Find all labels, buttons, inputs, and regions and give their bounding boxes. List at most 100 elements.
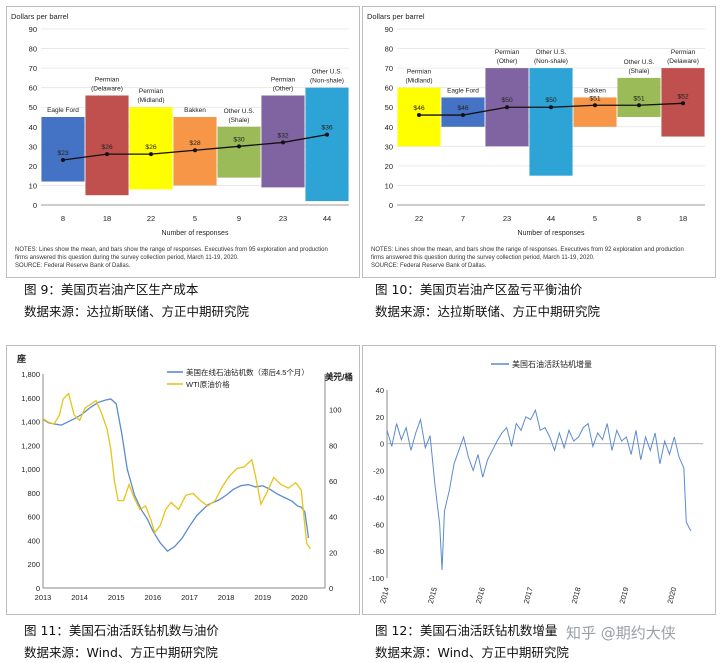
response-count: 8 — [637, 214, 641, 223]
mean-point — [193, 148, 197, 153]
y-axis-unit: 座 — [16, 353, 26, 364]
range-bar — [129, 107, 173, 190]
chart-production-cost: Dollars per barrel 0 10 20 30 40 50 60 70 80 90 Eag… — [7, 7, 359, 277]
y-tick-label: 0 — [380, 440, 384, 449]
range-bar — [573, 97, 617, 127]
legend-label: 美国在线石油钻机数（滞后4.5个月） — [186, 367, 309, 377]
response-count: 44 — [547, 214, 555, 223]
y-tick-label: 1,400 — [21, 418, 40, 427]
y-tick-label: 70 — [385, 64, 393, 73]
mean-value-label: $30 — [233, 136, 245, 143]
source-text: SOURCE: Federal Reserve Bank of Dallas. — [371, 263, 487, 269]
chart-rig-change: -100 -80 -60 -40 -20 0 20 40 2014 2015 2016 2017 201… — [369, 359, 703, 605]
category-label: Permian — [271, 76, 296, 83]
x-tick-label: 2018 — [218, 593, 235, 602]
mean-value-label: $51 — [589, 95, 601, 102]
mean-value-label: $46 — [413, 105, 425, 112]
y-tick-label: 30 — [385, 142, 393, 151]
category-label: Other U.S. — [312, 69, 343, 76]
legend-label: WTI原油价格 — [186, 379, 230, 389]
y-tick-label: 1,000 — [21, 465, 40, 474]
y2-axis-unit: 美元/桶 — [325, 372, 353, 382]
category-label: Permian — [671, 49, 696, 56]
notes-text: firms answered this question during the … — [371, 255, 595, 261]
mean-point — [505, 105, 509, 110]
y-tick-label: 50 — [29, 103, 37, 112]
y-tick-label: 1,800 — [21, 370, 40, 379]
x-tick-label: 2014 — [378, 586, 391, 604]
y-tick-label: 40 — [376, 386, 384, 395]
fig12-source: 数据来源：Wind、方正中期研究院 — [375, 645, 569, 660]
mean-point — [325, 132, 329, 137]
mean-value-label: $46 — [457, 105, 469, 112]
y2-tick-label: 100 — [329, 406, 342, 415]
chart-rigs-vs-oil: 座美元/桶02004006008001,0001,2001,4001,6001,… — [16, 353, 353, 602]
category-label: Permian — [495, 49, 520, 56]
category-label: Permian — [139, 88, 164, 95]
category-label: Permian — [407, 69, 432, 76]
mean-point — [549, 105, 553, 110]
category-label: Other U.S. — [624, 59, 655, 66]
mean-value-label: $50 — [545, 97, 557, 104]
response-count: 5 — [193, 214, 197, 223]
chart-breakeven-price-panel: Dollars per barrel 0 10 20 30 40 50 60 70 80 90 Per… — [362, 6, 716, 278]
y-tick-label: 50 — [385, 103, 393, 112]
category-label: (Non-shale) — [534, 58, 568, 65]
y-tick-label: 60 — [385, 84, 393, 93]
category-label: Other U.S. — [536, 49, 567, 56]
mean-point — [281, 140, 285, 145]
y-tick-label: 40 — [29, 123, 37, 132]
range-bar — [217, 126, 261, 178]
range-bar — [41, 117, 85, 182]
fig10-source: 数据来源：达拉斯联储、方正中期研究院 — [375, 304, 601, 319]
mean-value-label: $52 — [677, 93, 689, 100]
mean-point — [105, 152, 109, 157]
category-label: (Shale) — [229, 117, 250, 124]
y-tick-label: -20 — [373, 467, 384, 476]
mean-value-label: $36 — [321, 125, 333, 132]
x-tick-label: 2015 — [426, 586, 439, 604]
y-tick-label: 90 — [29, 25, 37, 34]
x-axis-label: Number of responses — [518, 230, 585, 237]
y2-tick-label: 0 — [329, 584, 333, 593]
x-tick-label: 2017 — [522, 586, 535, 604]
category-label: (Delaware) — [667, 58, 699, 65]
notes-text: firms answered this question during the … — [15, 255, 239, 261]
chart-production-cost-panel: Dollars per barrel 0 10 20 30 40 50 60 70 80 90 Eag… — [6, 6, 360, 278]
y2-tick-label: 60 — [329, 477, 337, 486]
x-tick-label: 2016 — [474, 586, 487, 604]
notes-text: NOTES: Lines show the mean, and bars sho… — [371, 247, 684, 253]
y2-tick-label: 120 — [329, 370, 342, 379]
response-count: 22 — [415, 214, 423, 223]
y-tick-label: 80 — [385, 45, 393, 54]
y-tick-label: -80 — [373, 547, 384, 556]
category-label: (Midland) — [405, 78, 432, 85]
mean-point — [637, 103, 641, 108]
chart-rigs-vs-oil-panel: 座美元/桶 0 200 400 600 800 1,000 1,200 1,400 1,600 1,… — [6, 345, 360, 615]
x-tick-label: 2017 — [181, 593, 198, 602]
mean-point — [61, 158, 65, 163]
mean-point — [237, 144, 241, 149]
y-tick-label: -100 — [369, 574, 384, 583]
mean-value-label: $26 — [145, 144, 157, 151]
category-label: (Non-shale) — [310, 78, 344, 85]
y-tick-label: 90 — [385, 25, 393, 34]
mean-point — [149, 152, 153, 157]
y2-tick-label: 40 — [329, 513, 337, 522]
x-tick-label: 2019 — [617, 586, 630, 604]
y-tick-label: 0 — [33, 201, 37, 210]
response-count: 44 — [323, 214, 331, 223]
y-tick-label: 0 — [36, 584, 40, 593]
response-count: 9 — [237, 214, 241, 223]
category-label: (Other) — [497, 58, 518, 65]
watermark: 知乎 @期约大侠 — [566, 624, 676, 642]
fig11-caption: 图 11：美国石油活跃钻机数与油价 — [24, 623, 219, 638]
mean-value-label: $51 — [633, 95, 645, 102]
y-tick-label: -60 — [373, 520, 384, 529]
series-line — [386, 408, 692, 570]
chart-rig-change-panel: -100 -80 -60 -40 -20 0 20 40 2014 2015 2016 2017 201… — [362, 345, 716, 615]
range-bar — [305, 87, 349, 202]
category-label: (Shale) — [629, 68, 650, 75]
response-count: 22 — [147, 214, 155, 223]
source-text: SOURCE: Federal Reserve Bank of Dallas. — [15, 263, 131, 269]
